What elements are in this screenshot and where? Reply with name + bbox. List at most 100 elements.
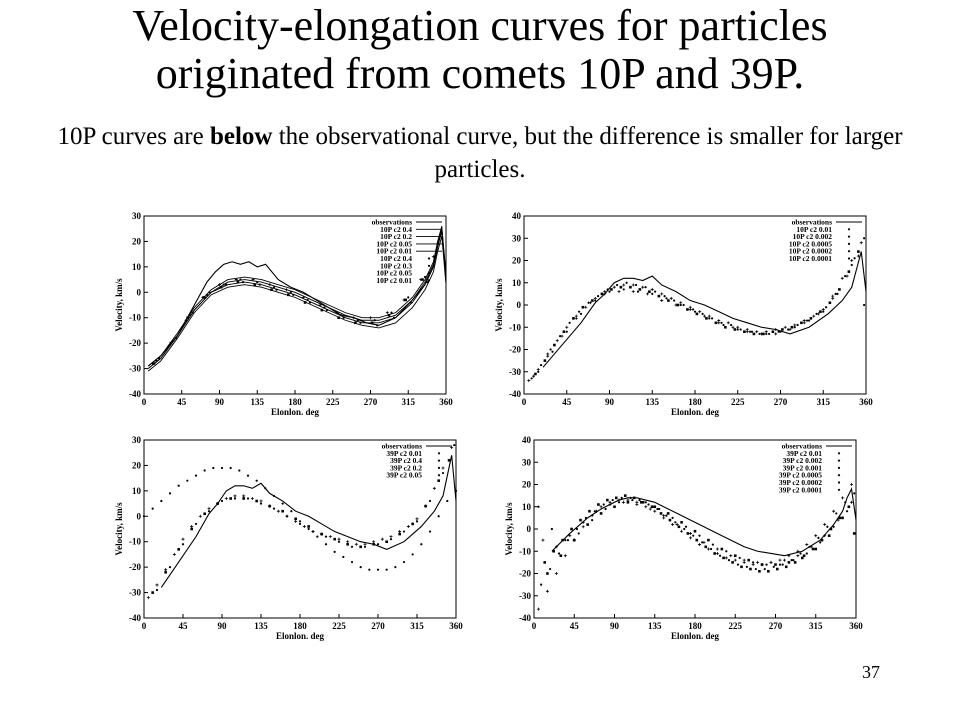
data-point: [168, 492, 172, 495]
legend-marker-sample: [847, 228, 851, 231]
y-tick-label: 0: [137, 287, 142, 297]
data-point: [264, 487, 267, 490]
data-point: [220, 466, 224, 470]
y-axis-label: Velocity, km/s: [494, 278, 504, 332]
legend-marker-sample: [427, 279, 431, 282]
slide-title-line-1: Velocity-elongation curves for particles: [132, 1, 828, 50]
data-point: [836, 292, 839, 295]
y-tick-label: -30: [129, 588, 141, 598]
chart-10p-large-particles: 0 45 90 135 180 225 270 315 360 -40 -30 -20 -10 0 10 20…: [114, 211, 453, 417]
x-tick-label: 180: [688, 397, 702, 407]
data-point: [631, 498, 634, 502]
x-tick-label: 0: [522, 397, 527, 407]
data-point: [552, 549, 555, 553]
y-tick-label: 10: [132, 262, 142, 272]
data-point: [559, 335, 562, 338]
data-point: [450, 446, 454, 450]
data-point: [614, 496, 618, 500]
data-point: [733, 554, 737, 557]
data-point: [565, 330, 568, 333]
data-point: [268, 283, 272, 287]
legend-marker-sample: [837, 466, 841, 469]
series: [541, 500, 854, 564]
legend-label: 10P c2 0.3: [380, 261, 412, 270]
data-point: [190, 527, 193, 531]
y-axis-label: Velocity, km/s: [114, 278, 124, 332]
data-point: [194, 474, 198, 477]
data-point: [802, 321, 806, 325]
data-point: [220, 499, 224, 503]
page-number: 37: [862, 662, 880, 682]
data-point: [745, 330, 749, 334]
data-point: [647, 503, 650, 506]
data-point: [298, 520, 302, 523]
data-point: [610, 288, 613, 291]
y-tick-label: 10: [512, 278, 522, 288]
data-point: [850, 483, 854, 486]
data-point: [755, 330, 759, 334]
data-point: [788, 327, 792, 331]
data-point: [717, 321, 721, 325]
data-point: [778, 558, 782, 562]
data-point: [695, 538, 699, 542]
data-point: [823, 534, 827, 538]
legend-marker-sample: [837, 488, 841, 491]
data-point: [718, 554, 722, 557]
data-point: [591, 519, 594, 522]
data-point: [406, 524, 410, 528]
data-point: [359, 321, 362, 324]
data-point: [350, 560, 354, 564]
legend-marker-sample: [847, 257, 851, 260]
data-point: [597, 503, 600, 506]
legend-label: 10P c2 0.4: [380, 254, 412, 263]
series-line: [160, 455, 457, 588]
data-point: [708, 317, 711, 320]
data-point: [577, 532, 580, 535]
y-tick-label: 20: [132, 236, 142, 246]
data-point: [665, 297, 668, 300]
data-point: [781, 328, 784, 331]
data-point: [689, 536, 693, 540]
data-point: [828, 301, 832, 305]
data-point: [731, 325, 735, 329]
x-tick-label: 360: [439, 397, 453, 407]
data-point: [772, 565, 775, 568]
data-point: [760, 563, 764, 566]
data-point: [641, 285, 645, 289]
data-point: [758, 332, 761, 336]
data-point: [246, 474, 250, 477]
data-point: [658, 507, 661, 511]
data-point: [622, 288, 625, 291]
x-tick-label: 90: [215, 397, 225, 407]
data-point: [774, 327, 778, 331]
data-point: [722, 323, 725, 327]
data-point: [543, 561, 547, 564]
data-point: [167, 344, 171, 348]
data-point: [693, 529, 697, 533]
legend-marker-sample: [437, 452, 441, 455]
data-point: [586, 523, 589, 526]
y-tick-label: -20: [129, 338, 141, 348]
data-point: [847, 270, 851, 273]
data-point: [376, 543, 380, 546]
data-point: [424, 504, 427, 508]
data-point: [667, 299, 670, 302]
x-tick-label: 135: [251, 397, 265, 407]
data-point: [212, 466, 215, 470]
data-point: [745, 565, 748, 568]
data-point: [790, 325, 794, 329]
data-point: [420, 543, 423, 546]
x-tick-label: 135: [254, 621, 268, 631]
y-tick-label: -20: [509, 345, 521, 355]
x-tick-label: 135: [646, 397, 660, 407]
data-point: [409, 301, 412, 304]
data-point: [390, 311, 393, 314]
data-point: [216, 502, 219, 505]
data-point: [428, 530, 432, 533]
data-point: [841, 496, 845, 500]
data-point: [311, 530, 315, 533]
data-point: [270, 288, 273, 292]
data-point: [799, 552, 802, 555]
data-point: [392, 316, 396, 319]
data-point: [301, 295, 305, 299]
